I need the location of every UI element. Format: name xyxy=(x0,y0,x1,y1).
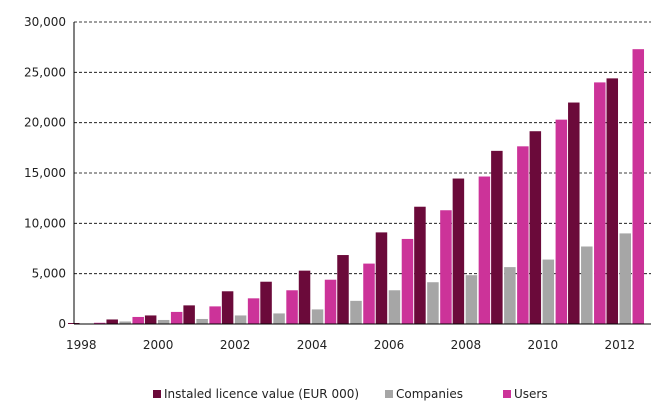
bar-users xyxy=(478,176,491,324)
bar-companies xyxy=(542,259,555,324)
bar-users xyxy=(517,146,529,324)
bar-companies xyxy=(350,300,362,324)
bar-companies xyxy=(388,290,401,324)
bar-users xyxy=(209,306,221,324)
legend-label-licence: Instaled licence value (EUR 000) xyxy=(164,387,360,401)
bar-licence xyxy=(106,319,118,324)
bar-users xyxy=(632,49,645,325)
y-tick-label: 20,000 xyxy=(24,116,66,130)
bar-companies xyxy=(273,313,285,324)
bar-users xyxy=(440,210,452,324)
bar-companies xyxy=(581,246,593,324)
bar-licence xyxy=(298,270,311,324)
bar-licence xyxy=(529,131,542,324)
bar-companies xyxy=(119,321,131,324)
x-tick-labels: 1998 2000 2002 2004 2006 2008 2010 2012 xyxy=(66,338,635,352)
bar-licence xyxy=(221,291,234,324)
bar-users xyxy=(93,322,106,324)
bar-users xyxy=(555,119,568,324)
y-tick-label: 5,000 xyxy=(32,267,66,281)
legend-swatch-companies xyxy=(385,390,393,398)
x-tick-label: 2002 xyxy=(220,338,251,352)
bars xyxy=(67,49,645,325)
legend-swatch-users xyxy=(503,390,511,398)
bar-companies xyxy=(504,267,516,324)
legend-item-licence: Instaled licence value (EUR 000) xyxy=(153,388,359,401)
bar-companies xyxy=(311,309,324,324)
y-tick-labels: 0 5,000 10,000 15,000 20,000 25,000 30,000 xyxy=(24,15,66,331)
bar-users xyxy=(286,290,298,324)
bar-licence xyxy=(452,178,465,324)
bar-licence xyxy=(183,305,195,324)
bar-users xyxy=(324,279,337,324)
bar-companies xyxy=(427,282,439,324)
bar-companies xyxy=(234,315,247,324)
bar-licence xyxy=(337,255,349,324)
bar-licence xyxy=(144,315,157,324)
bar-licence xyxy=(414,206,426,324)
bar-licence xyxy=(491,150,503,324)
legend-label-users: Users xyxy=(514,387,548,401)
y-tick-label: 30,000 xyxy=(24,15,66,29)
bar-users xyxy=(247,298,260,324)
x-tick-label: 2008 xyxy=(451,338,482,352)
x-tick-label: 2006 xyxy=(374,338,405,352)
axes xyxy=(73,22,651,325)
legend-item-companies: Companies xyxy=(385,388,463,401)
bar-companies xyxy=(196,318,208,324)
bar-licence xyxy=(568,102,580,325)
y-tick-label: 25,000 xyxy=(24,65,66,79)
bar-licence xyxy=(375,232,388,324)
y-tick-label: 0 xyxy=(58,317,66,331)
y-tick-label: 10,000 xyxy=(24,216,66,230)
bar-users xyxy=(363,263,375,324)
bar-licence xyxy=(606,78,619,324)
gridlines xyxy=(74,21,651,275)
legend-label-companies: Companies xyxy=(396,387,463,401)
x-tick-label: 2000 xyxy=(143,338,174,352)
bar-users xyxy=(132,316,144,324)
x-tick-label: 2010 xyxy=(528,338,559,352)
x-tick-label: 2004 xyxy=(297,338,328,352)
x-tick-label: 2012 xyxy=(604,338,635,352)
bar-licence xyxy=(260,281,272,324)
x-tick-label: 1998 xyxy=(66,338,97,352)
bar-companies xyxy=(157,319,170,324)
bar-users xyxy=(401,238,414,324)
y-tick-label: 15,000 xyxy=(24,166,66,180)
bar-users xyxy=(594,82,606,325)
bar-companies xyxy=(465,275,478,324)
bar-companies xyxy=(619,233,632,324)
legend: Instaled licence value (EUR 000) Compani… xyxy=(0,388,651,401)
legend-item-users: Users xyxy=(503,388,548,401)
bar-users xyxy=(170,311,183,324)
legend-swatch-licence xyxy=(153,390,161,398)
